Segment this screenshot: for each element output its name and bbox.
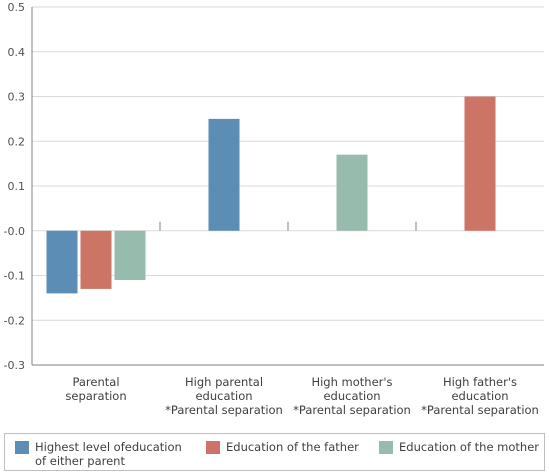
legend-label: Highest level ofeducation xyxy=(35,440,182,454)
legend-label: Education of the father xyxy=(226,440,359,454)
bar xyxy=(464,96,496,231)
x-category-label-line: *Parental separation xyxy=(293,403,411,417)
bars xyxy=(46,96,496,294)
legend-item-mother-education: Education of the mother xyxy=(379,440,539,454)
legend-swatch xyxy=(206,441,220,454)
bar xyxy=(114,230,146,280)
x-category-label-line: education xyxy=(323,389,380,403)
x-category-label: High father's education *Parental separati… xyxy=(421,375,539,417)
y-tick-label: 0.3 xyxy=(8,91,26,104)
y-tick-label: -0.1 xyxy=(4,270,25,283)
x-category-label-line: High father's xyxy=(443,375,517,389)
legend-label: Education of the mother xyxy=(399,440,540,454)
x-category-label-line: *Parental separation xyxy=(421,403,539,417)
axes xyxy=(31,7,544,366)
bar xyxy=(46,230,78,294)
bar-chart: 0.5 0.4 0.3 0.2 0.1 -0.0 -0.1 -0.2 -0.3 Parental… xyxy=(4,1,544,417)
bar xyxy=(80,230,112,289)
x-category-label: High parental education *Parental separati… xyxy=(165,375,283,417)
x-category-label-line: *Parental separation xyxy=(165,403,283,417)
y-tick-label: -0.2 xyxy=(4,314,25,327)
legend-item-father-education: Education of the father xyxy=(206,440,359,454)
y-tick-label: 0.1 xyxy=(8,180,26,193)
y-tick-label: 0.4 xyxy=(8,46,26,59)
x-category-label-line: High parental xyxy=(185,375,263,389)
x-category-label-line: Parental xyxy=(72,375,119,389)
x-category-label-line: education xyxy=(451,389,508,403)
y-axis-tick-labels: 0.5 0.4 0.3 0.2 0.1 -0.0 -0.1 -0.2 -0.3 xyxy=(4,1,25,372)
y-tick-label: -0.0 xyxy=(4,225,25,238)
legend-swatch xyxy=(15,441,29,454)
bar xyxy=(336,154,368,231)
legend-swatch xyxy=(379,441,393,454)
x-category-label-line: education xyxy=(195,389,252,403)
x-category-label: High mother's education *Parental separati… xyxy=(293,375,411,417)
legend-item-highest-education: Highest level ofeducation of either pare… xyxy=(15,440,182,468)
x-category-label: Parental separation xyxy=(65,375,126,403)
legend-label-line2: of either parent xyxy=(35,454,125,468)
y-tick-label: 0.2 xyxy=(8,135,26,148)
x-category-label-line: High mother's xyxy=(311,375,392,389)
y-tick-label: 0.5 xyxy=(8,1,26,14)
x-category-label-line: separation xyxy=(65,389,126,403)
bar xyxy=(208,118,240,231)
legend: Highest level ofeducation of either pare… xyxy=(4,433,545,471)
y-tick-label: -0.3 xyxy=(4,359,25,372)
